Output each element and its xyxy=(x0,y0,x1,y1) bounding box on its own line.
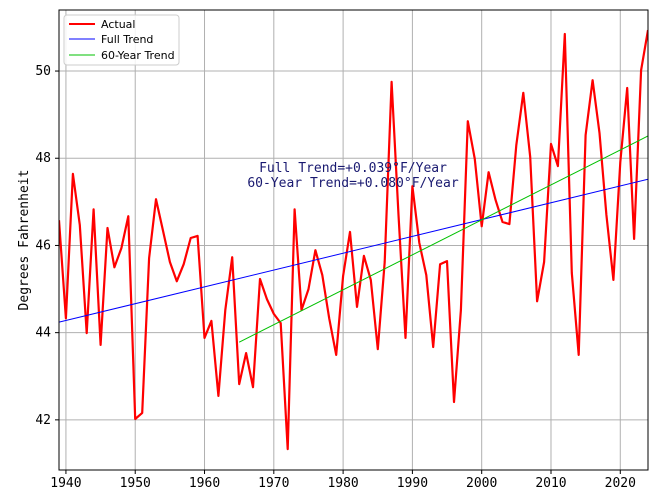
y-tick-label: 50 xyxy=(35,64,51,79)
x-tick-label: 1940 xyxy=(50,476,81,491)
y-axis-label: Degrees Fahrenheit xyxy=(17,170,32,311)
x-tick-label: 1990 xyxy=(397,476,428,491)
x-tick-label: 2000 xyxy=(466,476,497,491)
plot-frame xyxy=(58,9,649,471)
x-tick-label: 1950 xyxy=(120,476,151,491)
legend: Actual Full Trend 60-Year Trend xyxy=(63,14,180,66)
full-trend-line xyxy=(59,178,648,323)
y-tick-label: 42 xyxy=(35,413,51,428)
grid xyxy=(59,10,648,470)
y-tick-label: 44 xyxy=(35,326,51,341)
annotation-60-year-trend: 60-Year Trend=+0.080°F/Year xyxy=(247,176,458,191)
actual-line xyxy=(59,29,648,451)
y-tick-label: 46 xyxy=(35,238,51,253)
60-year-trend-line xyxy=(238,135,648,343)
ticks: 1940 1950 1960 1970 1980 1990 2000 2010 2020 42 44… xyxy=(35,64,636,491)
x-tick-label: 1960 xyxy=(189,476,220,491)
legend-label-full-trend: Full Trend xyxy=(101,33,153,46)
legend-label-60-year-trend: 60-Year Trend xyxy=(101,49,175,62)
series-lines xyxy=(59,29,648,451)
x-tick-label: 2020 xyxy=(605,476,636,491)
x-tick-label: 2010 xyxy=(535,476,566,491)
legend-label-actual: Actual xyxy=(101,18,135,31)
y-tick-label: 48 xyxy=(35,151,51,166)
annotation-full-trend: Full Trend=+0.039°F/Year xyxy=(259,161,447,176)
x-tick-label: 1970 xyxy=(258,476,289,491)
x-tick-label: 1980 xyxy=(327,476,358,491)
